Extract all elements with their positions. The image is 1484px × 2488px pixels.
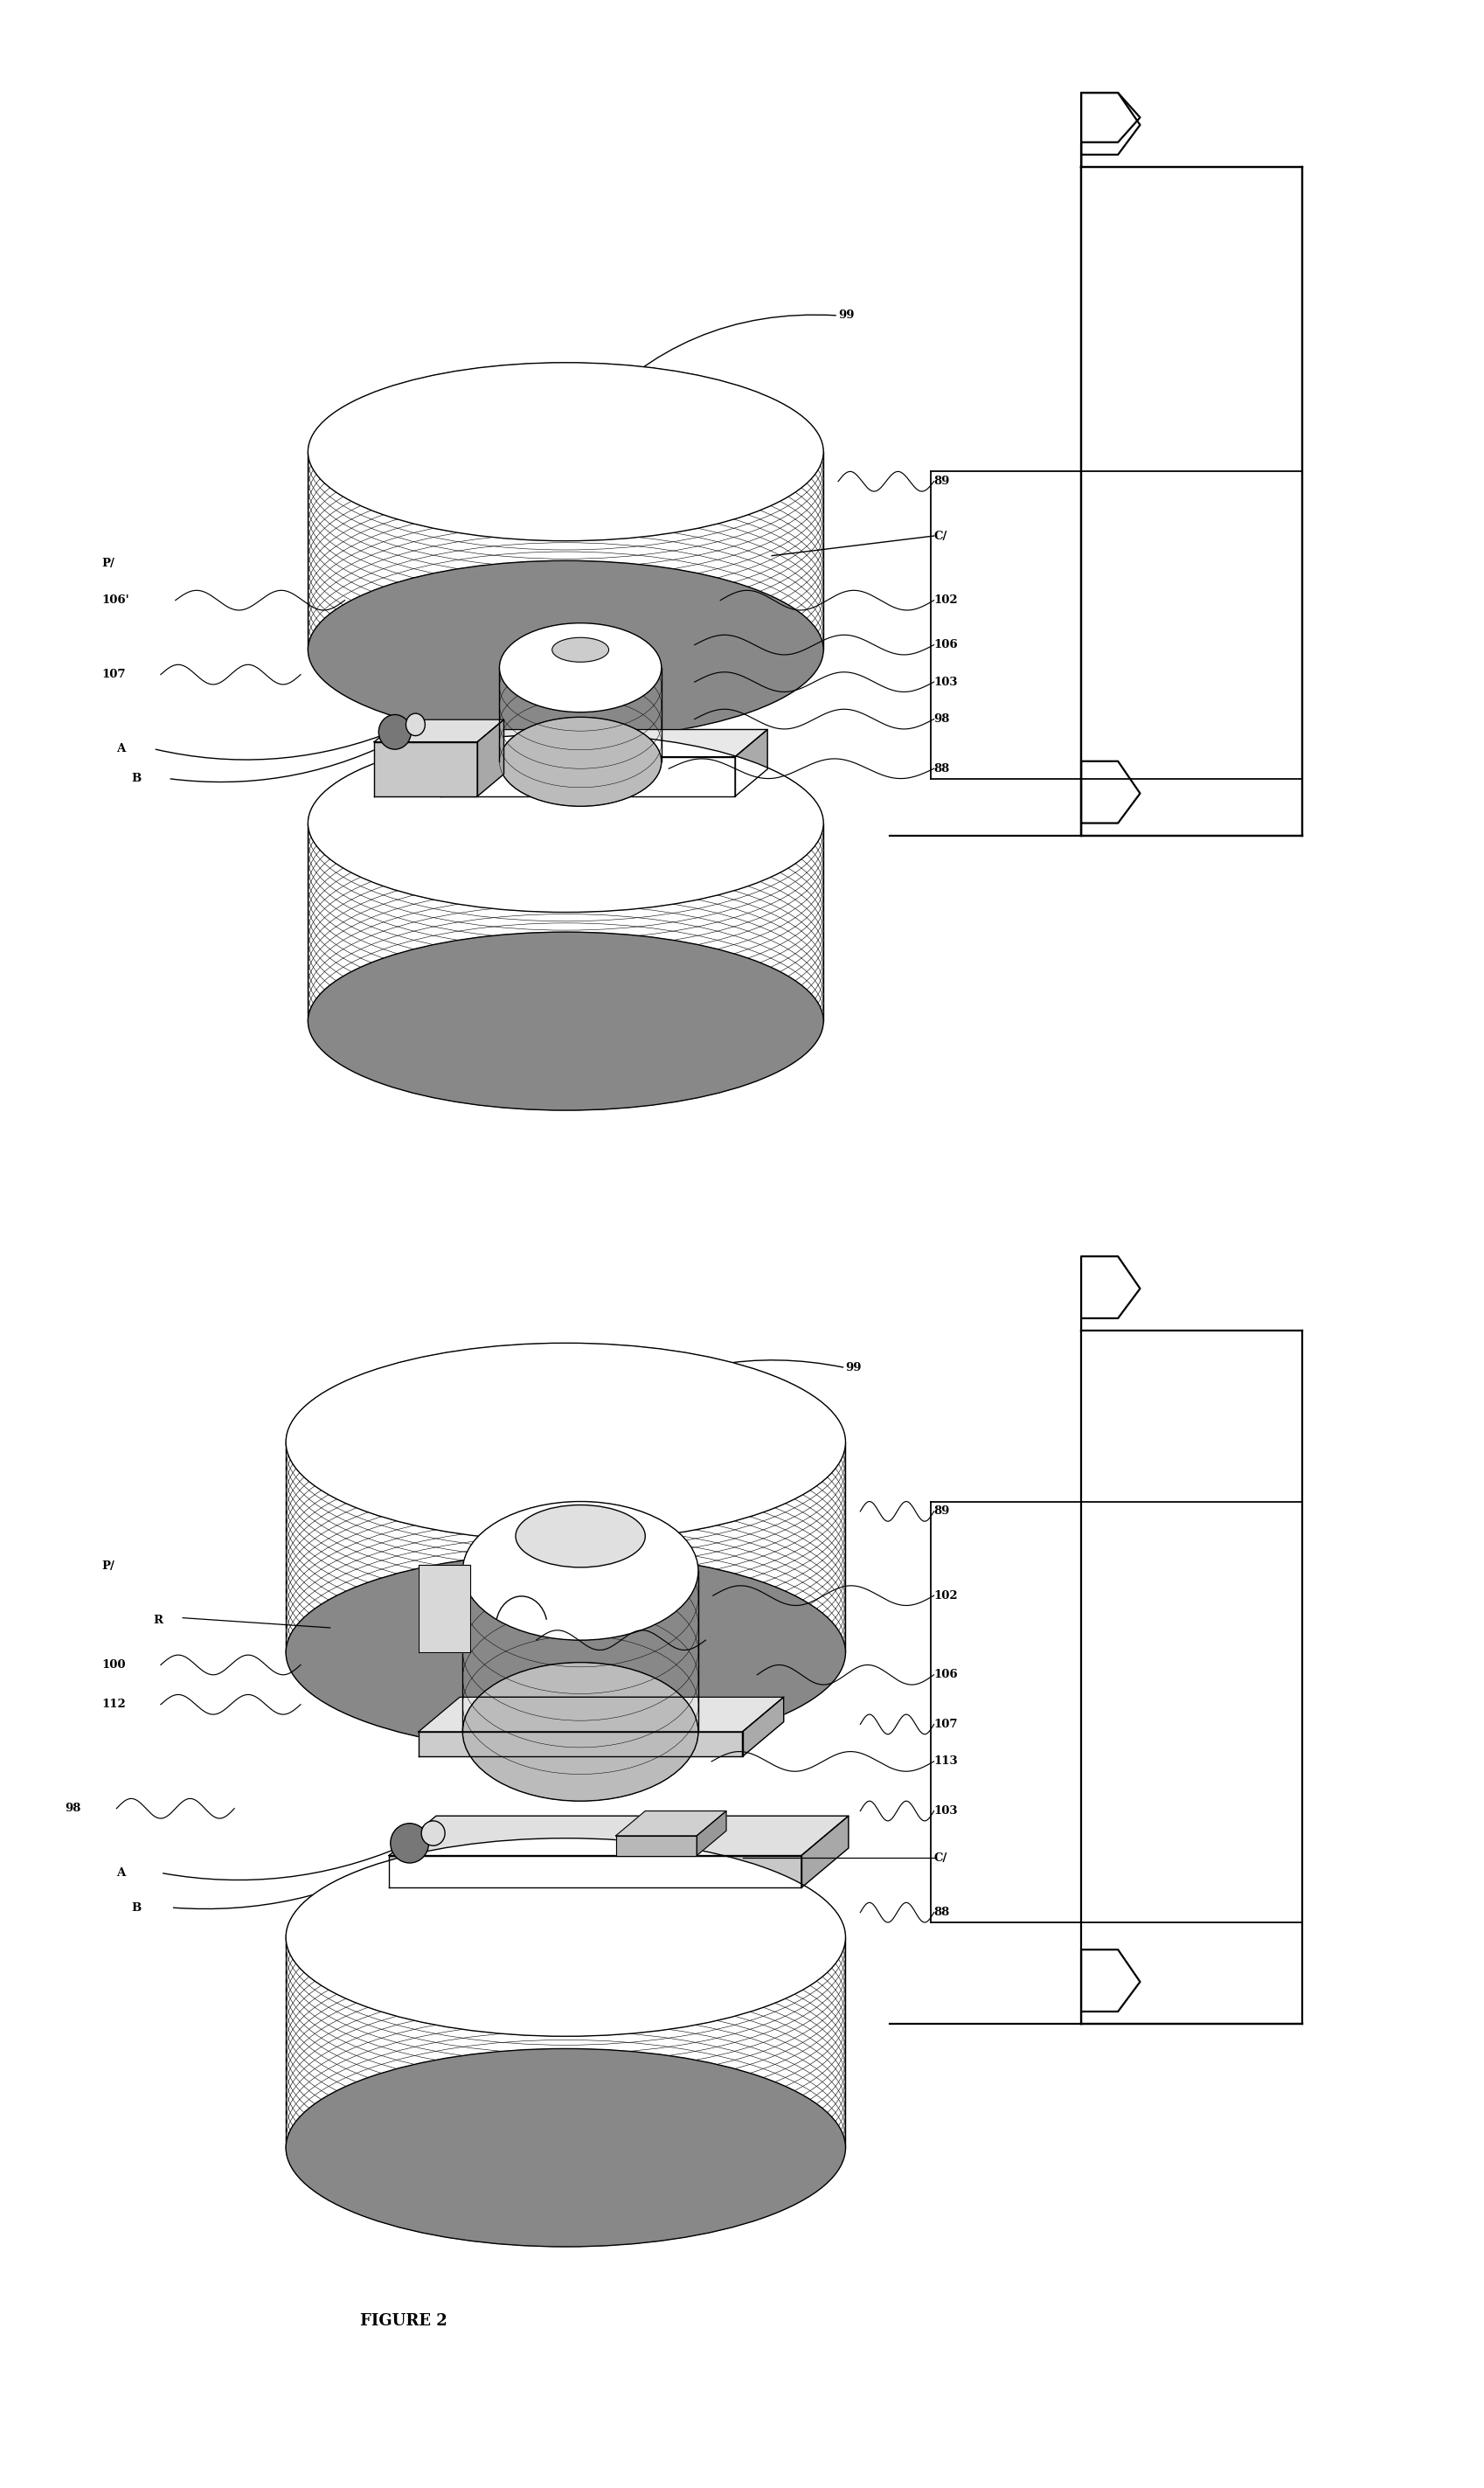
Text: C/: C/ xyxy=(933,1854,947,1864)
Text: B: B xyxy=(131,774,141,784)
Text: 103: 103 xyxy=(933,677,957,687)
Text: 107: 107 xyxy=(933,1719,957,1729)
Text: 106': 106' xyxy=(705,1635,733,1647)
Ellipse shape xyxy=(463,1500,697,1640)
Polygon shape xyxy=(801,1816,847,1888)
Text: 102: 102 xyxy=(933,595,957,607)
Ellipse shape xyxy=(307,933,824,1110)
Text: 102: 102 xyxy=(933,1590,957,1602)
Ellipse shape xyxy=(307,734,824,913)
Text: B: B xyxy=(131,1901,141,1913)
Ellipse shape xyxy=(515,1505,646,1567)
Ellipse shape xyxy=(286,1344,844,1540)
Ellipse shape xyxy=(405,714,424,736)
Text: R: R xyxy=(153,1615,163,1627)
Text: 100: 100 xyxy=(102,1659,126,1669)
Ellipse shape xyxy=(390,1824,429,1864)
Ellipse shape xyxy=(463,1662,697,1801)
Text: A: A xyxy=(116,1866,126,1878)
Ellipse shape xyxy=(499,622,660,712)
Polygon shape xyxy=(374,719,503,741)
Text: 103: 103 xyxy=(933,1806,957,1816)
Ellipse shape xyxy=(378,714,411,749)
Polygon shape xyxy=(389,1816,847,1856)
Ellipse shape xyxy=(286,1553,844,1752)
Polygon shape xyxy=(735,729,767,796)
Text: 98: 98 xyxy=(65,1804,82,1814)
Text: FIGURE 1: FIGURE 1 xyxy=(404,1050,491,1067)
Polygon shape xyxy=(418,1732,742,1757)
Ellipse shape xyxy=(307,560,824,739)
Text: 106: 106 xyxy=(933,639,957,649)
Text: FIGURE 2: FIGURE 2 xyxy=(361,2314,447,2329)
Text: 89: 89 xyxy=(933,475,950,488)
Polygon shape xyxy=(441,729,767,756)
Polygon shape xyxy=(1080,92,1140,167)
Text: 113: 113 xyxy=(933,1757,957,1766)
Ellipse shape xyxy=(552,637,608,662)
Polygon shape xyxy=(616,1811,726,1836)
Ellipse shape xyxy=(286,2048,844,2247)
Text: C/: C/ xyxy=(933,530,947,542)
Polygon shape xyxy=(418,1697,784,1732)
Polygon shape xyxy=(389,1856,801,1888)
Polygon shape xyxy=(742,1697,784,1757)
Text: P/: P/ xyxy=(102,1560,114,1572)
Text: 106': 106' xyxy=(102,595,129,607)
Text: 99: 99 xyxy=(837,311,853,321)
Ellipse shape xyxy=(286,1839,844,2035)
Text: 98: 98 xyxy=(933,714,950,724)
Text: 88: 88 xyxy=(933,764,950,774)
Polygon shape xyxy=(476,719,503,796)
Polygon shape xyxy=(1080,1256,1140,1331)
Polygon shape xyxy=(374,741,476,796)
Polygon shape xyxy=(1080,92,1140,167)
Text: 106: 106 xyxy=(933,1669,957,1679)
Polygon shape xyxy=(1080,1951,1140,2023)
Polygon shape xyxy=(696,1811,726,1856)
Ellipse shape xyxy=(421,1821,445,1846)
Polygon shape xyxy=(616,1836,696,1856)
Text: A: A xyxy=(116,744,126,754)
Text: 112: 112 xyxy=(102,1699,126,1709)
Polygon shape xyxy=(441,756,735,796)
Polygon shape xyxy=(418,1565,470,1652)
Text: P/: P/ xyxy=(102,557,114,570)
Ellipse shape xyxy=(307,363,824,540)
Text: 89: 89 xyxy=(933,1505,950,1518)
Text: 88: 88 xyxy=(933,1906,950,1918)
Text: 107: 107 xyxy=(102,669,126,679)
Ellipse shape xyxy=(499,717,660,806)
Polygon shape xyxy=(1080,761,1140,836)
Text: 99: 99 xyxy=(844,1361,861,1373)
